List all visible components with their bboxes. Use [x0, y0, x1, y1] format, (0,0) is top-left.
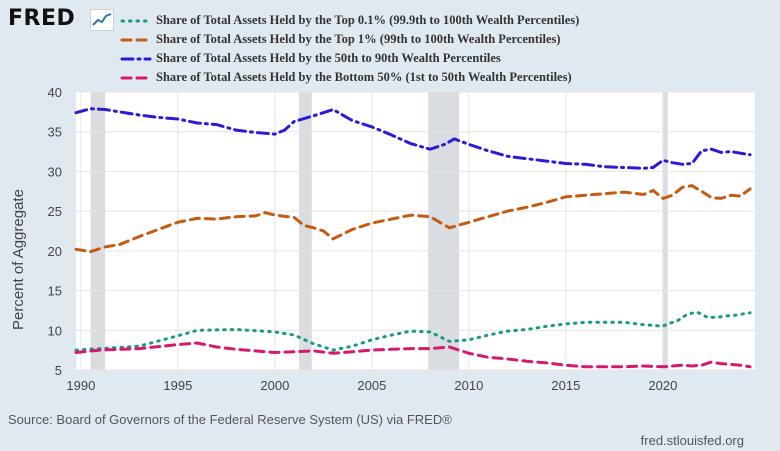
x-tick-label: 2015 — [551, 378, 580, 393]
x-tick-label: 2005 — [357, 378, 386, 393]
legend-label: Share of Total Assets Held by the Bottom… — [156, 70, 572, 84]
y-tick-label: 40 — [48, 85, 62, 100]
y-tick-label: 10 — [48, 323, 62, 338]
y-tick-label: 35 — [48, 125, 62, 140]
y-tick-label: 5 — [55, 363, 62, 378]
legend-item[interactable]: Share of Total Assets Held by the Top 1%… — [120, 30, 579, 49]
x-tick-label: 1990 — [66, 378, 95, 393]
x-tick-label: 2010 — [454, 378, 483, 393]
y-tick-label: 20 — [48, 244, 62, 259]
legend-label: Share of Total Assets Held by the Top 1%… — [156, 32, 561, 46]
fred-logo-text: FRED — [8, 6, 76, 31]
x-tick-label: 2000 — [260, 378, 289, 393]
legend-swatch — [120, 76, 152, 80]
y-axis-label: Percent of Aggregate — [10, 189, 27, 330]
y-tick-label: 15 — [48, 284, 62, 299]
site-link[interactable]: fred.stlouisfed.org — [640, 433, 744, 448]
recession-band — [662, 92, 668, 370]
legend-swatch — [120, 38, 152, 42]
legend-label: Share of Total Assets Held by the 50th t… — [156, 51, 501, 65]
recession-band — [428, 92, 460, 370]
legend-item[interactable]: Share of Total Assets Held by the 50th t… — [120, 49, 579, 68]
y-tick-label: 30 — [48, 164, 62, 179]
legend-item[interactable]: Share of Total Assets Held by the Top 0.… — [120, 11, 579, 30]
x-tick-label: 2020 — [648, 378, 677, 393]
source-note: Source: Board of Governors of the Federa… — [8, 412, 452, 427]
series-line-4 — [74, 341, 752, 369]
fred-logo[interactable]: FRED — [8, 6, 75, 31]
series-line-1 — [74, 310, 752, 352]
series-line-2 — [74, 184, 752, 254]
y-tick-label: 25 — [48, 204, 62, 219]
x-tick-label: 1995 — [163, 378, 192, 393]
legend-swatch — [120, 57, 152, 61]
trend-line-icon — [90, 9, 114, 31]
legend-label: Share of Total Assets Held by the Top 0.… — [156, 13, 580, 27]
chart-legend: Share of Total Assets Held by the Top 0.… — [120, 11, 579, 87]
recession-band — [299, 92, 312, 370]
recession-band — [90, 92, 106, 370]
legend-item[interactable]: Share of Total Assets Held by the Bottom… — [120, 68, 579, 87]
series-line-3 — [74, 107, 752, 170]
legend-swatch — [120, 19, 152, 23]
